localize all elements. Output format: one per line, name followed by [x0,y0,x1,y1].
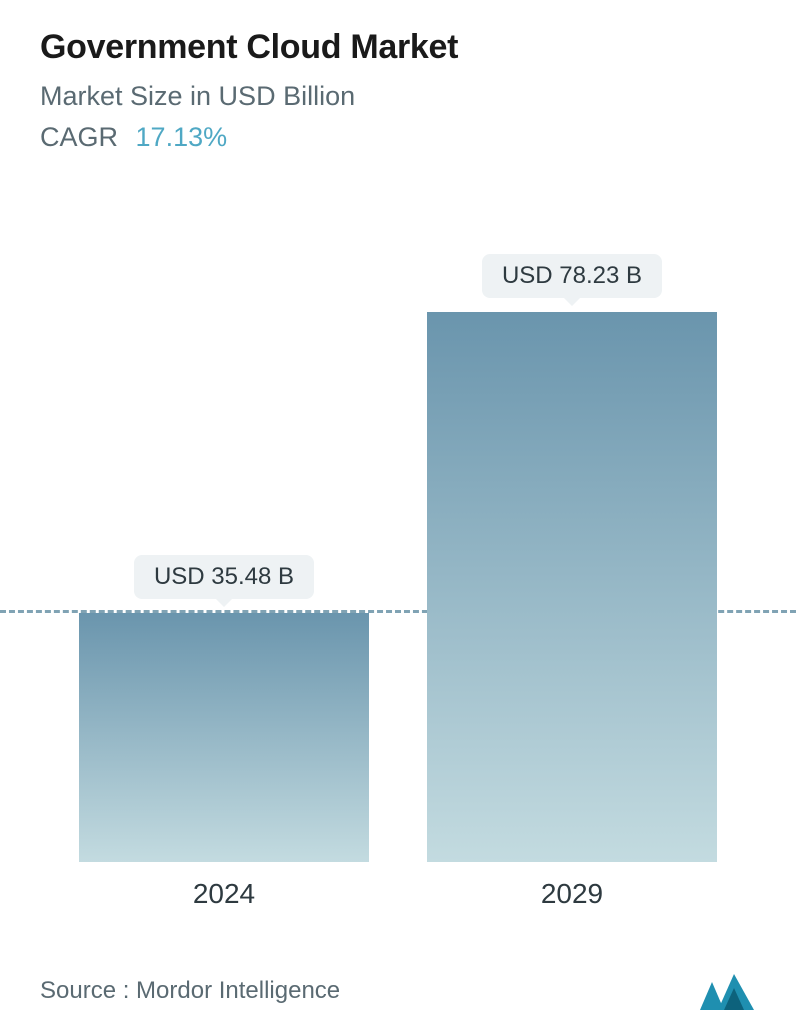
cagr-row: CAGR 17.13% [40,122,756,153]
cagr-value: 17.13% [136,122,228,152]
bar [79,613,369,862]
chart-plot-area: USD 35.48 B 2024 USD 78.23 B 2029 [0,190,796,914]
bar [427,312,717,862]
bar-slot-2029: USD 78.23 B 2029 [427,254,717,914]
mordor-logo-icon [698,970,756,1012]
bar-slot-2024: USD 35.48 B 2024 [79,555,369,914]
cagr-label: CAGR [40,122,118,152]
chart-header: Government Cloud Market Market Size in U… [0,0,796,153]
year-label: 2024 [193,878,255,914]
source-attribution: Source : Mordor Intelligence [40,977,340,1005]
bars-container: USD 35.48 B 2024 USD 78.23 B 2029 [0,190,796,914]
chart-footer: Source : Mordor Intelligence [40,970,756,1012]
value-badge: USD 78.23 B [482,254,662,298]
year-label: 2029 [541,878,603,914]
chart-subtitle: Market Size in USD Billion [40,81,756,112]
chart-title: Government Cloud Market [40,28,756,67]
value-badge: USD 35.48 B [134,555,314,599]
